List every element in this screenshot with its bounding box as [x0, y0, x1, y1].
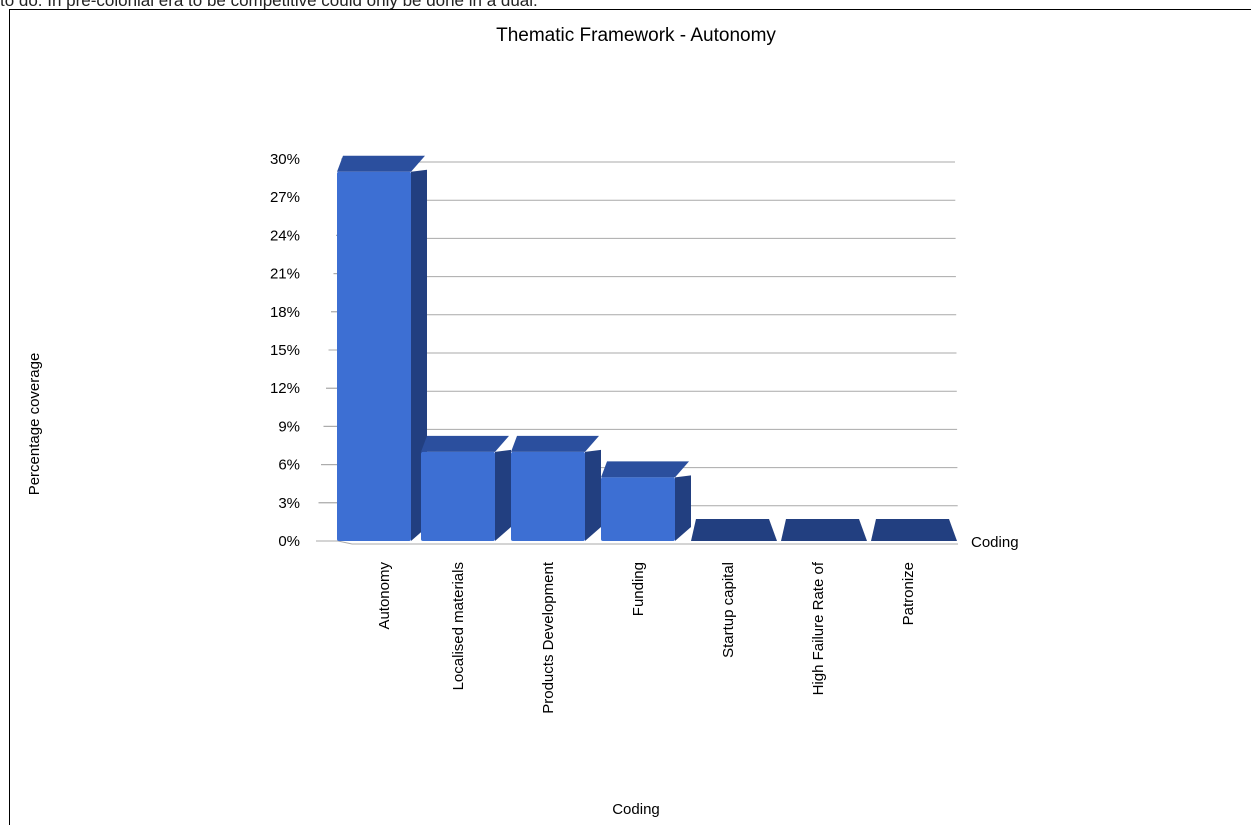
bar-5	[691, 519, 777, 541]
x-tick-label: Funding	[630, 562, 647, 616]
y-tick-label: 12%	[270, 380, 300, 397]
depth-axis-label: Coding	[971, 534, 1019, 551]
bars	[337, 155, 957, 541]
labels: 0% 3% 6% 9% 12% 15% 18% 21% 24% 27% 30% Autonomy Loc…	[270, 151, 917, 714]
bar-top	[601, 461, 689, 478]
bar-2	[421, 435, 511, 541]
bar-top	[871, 519, 957, 541]
bar-top	[691, 519, 777, 541]
y-tick-label: 9%	[278, 418, 300, 435]
bar-front	[601, 477, 675, 541]
y-tick-label: 21%	[270, 266, 300, 283]
y-tick-label: 30%	[270, 151, 300, 168]
bar-top	[337, 155, 425, 172]
bar-1	[337, 155, 427, 541]
x-tick-label: Localised materials	[450, 562, 467, 690]
y-tick-label: 18%	[270, 304, 300, 321]
bar-front	[421, 451, 495, 541]
x-tick-label: High Failure Rate of	[810, 561, 827, 695]
y-tick-label: 15%	[270, 342, 300, 359]
page-caption: to do. In pre-colonial era to be competi…	[0, 0, 1251, 9]
bar-side	[585, 449, 601, 541]
y-axis-title: Percentage coverage	[26, 353, 43, 496]
y-tick-label: 6%	[278, 457, 300, 474]
bar-top	[781, 519, 867, 541]
bar-top	[511, 435, 599, 452]
bar-side	[495, 449, 511, 541]
y-tick-label: 3%	[278, 495, 300, 512]
y-tick-label: 24%	[270, 227, 300, 244]
x-tick-label: Startup capital	[720, 562, 737, 658]
y-tick-label: 0%	[278, 533, 300, 550]
bar-7	[871, 519, 957, 541]
y-tick-label: 27%	[270, 189, 300, 206]
chart-title: Thematic Framework - Autonomy	[496, 25, 776, 46]
bar-6	[781, 519, 867, 541]
bar-3	[511, 435, 601, 541]
bar-front	[511, 451, 585, 541]
bar-front	[337, 171, 411, 541]
bar-side	[675, 475, 691, 541]
x-tick-label: Autonomy	[376, 562, 393, 630]
chart-frame	[9, 9, 1251, 825]
gridline-diag	[316, 540, 353, 545]
bar-4	[601, 461, 691, 541]
x-tick-label: Patronize	[900, 562, 917, 625]
bar-top	[421, 435, 509, 452]
x-tick-label: Products Development	[540, 561, 557, 714]
x-axis-title: Coding	[612, 801, 660, 818]
